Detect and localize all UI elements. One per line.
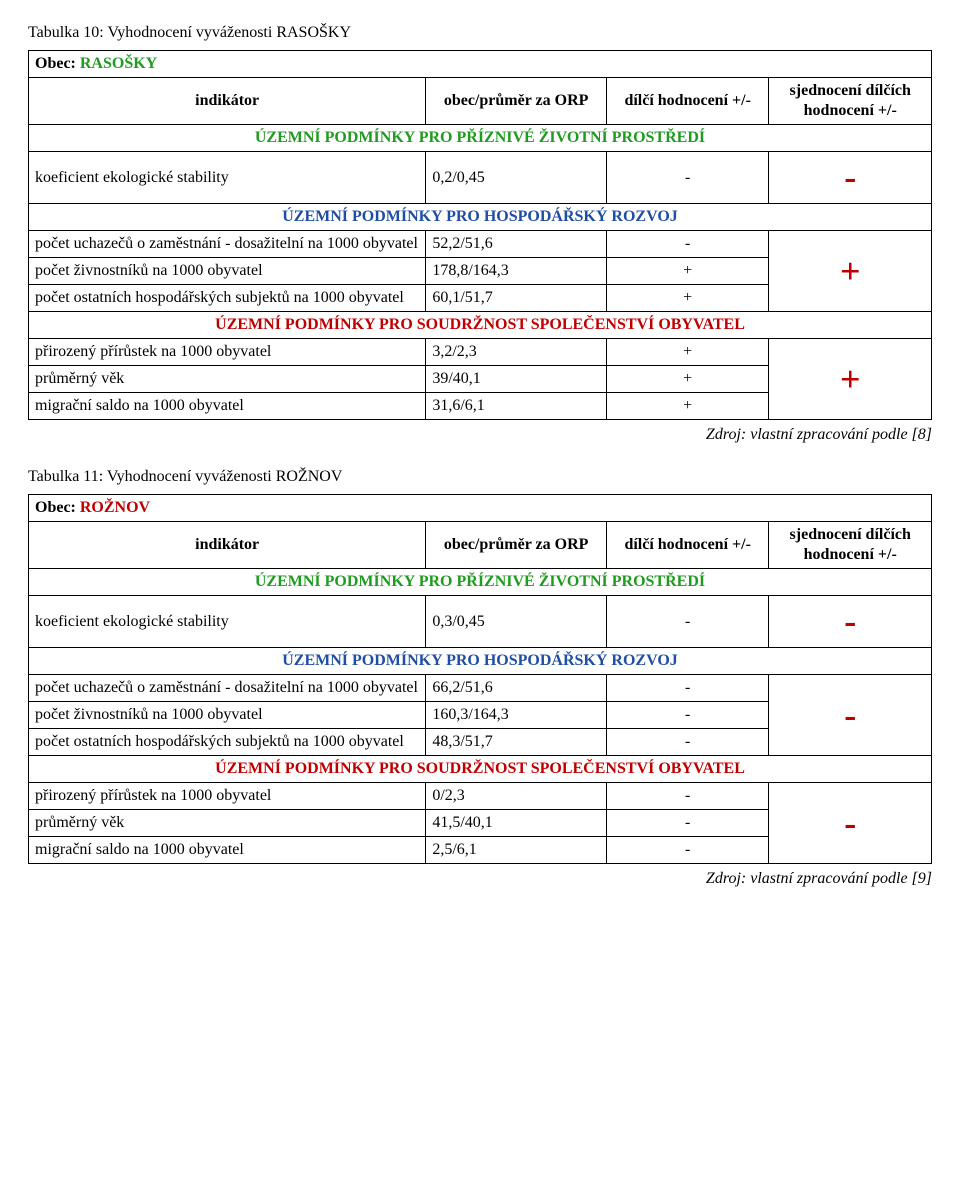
indicator-value: 66,2/51,6 <box>426 675 607 702</box>
union-symbol: + <box>769 339 932 420</box>
partial-mark: - <box>606 152 769 204</box>
table-caption: Tabulka 11: Vyhodnocení vyváženosti ROŽN… <box>28 468 932 486</box>
partial-mark: - <box>606 596 769 648</box>
indicator-label: přirozený přírůstek na 1000 obyvatel <box>29 783 426 810</box>
partial-mark: - <box>606 810 769 837</box>
evaluation-table: Obec: ROŽNOVindikátorobec/průměr za ORPd… <box>28 494 932 864</box>
union-symbol: - <box>769 596 932 648</box>
section-title: ÚZEMNÍ PODMÍNKY PRO SOUDRŽNOST SPOLEČENS… <box>29 756 932 783</box>
indicator-label: počet uchazečů o zaměstnání - dosažiteln… <box>29 675 426 702</box>
table-row: koeficient ekologické stability0,2/0,45-… <box>29 152 932 204</box>
partial-mark: - <box>606 837 769 864</box>
section-title: ÚZEMNÍ PODMÍNKY PRO SOUDRŽNOST SPOLEČENS… <box>29 312 932 339</box>
union-symbol: - <box>769 783 932 864</box>
table-row: přirozený přírůstek na 1000 obyvatel0/2,… <box>29 783 932 810</box>
partial-mark: - <box>606 702 769 729</box>
table-caption: Tabulka 10: Vyhodnocení vyváženosti RASO… <box>28 24 932 42</box>
section-title: ÚZEMNÍ PODMÍNKY PRO PŘÍZNIVÉ ŽIVOTNÍ PRO… <box>29 569 932 596</box>
indicator-value: 178,8/164,3 <box>426 258 607 285</box>
indicator-value: 41,5/40,1 <box>426 810 607 837</box>
partial-mark: - <box>606 783 769 810</box>
partial-mark: + <box>606 258 769 285</box>
partial-mark: + <box>606 393 769 420</box>
partial-mark: + <box>606 339 769 366</box>
partial-mark: + <box>606 366 769 393</box>
indicator-label: migrační saldo na 1000 obyvatel <box>29 837 426 864</box>
table-source: Zdroj: vlastní zpracování podle [9] <box>28 870 932 888</box>
indicator-label: počet uchazečů o zaměstnání - dosažiteln… <box>29 231 426 258</box>
indicator-value: 31,6/6,1 <box>426 393 607 420</box>
union-symbol: - <box>769 152 932 204</box>
table-row: počet uchazečů o zaměstnání - dosažiteln… <box>29 231 932 258</box>
indicator-label: přirozený přírůstek na 1000 obyvatel <box>29 339 426 366</box>
partial-mark: - <box>606 231 769 258</box>
indicator-label: počet živnostníků na 1000 obyvatel <box>29 702 426 729</box>
indicator-value: 3,2/2,3 <box>426 339 607 366</box>
table-row: koeficient ekologické stability0,3/0,45-… <box>29 596 932 648</box>
indicator-value: 0,3/0,45 <box>426 596 607 648</box>
partial-mark: - <box>606 729 769 756</box>
union-symbol: + <box>769 231 932 312</box>
col-header-indicator: indikátor <box>29 78 426 125</box>
table-source: Zdroj: vlastní zpracování podle [8] <box>28 426 932 444</box>
table-row: počet uchazečů o zaměstnání - dosažiteln… <box>29 675 932 702</box>
indicator-value: 160,3/164,3 <box>426 702 607 729</box>
indicator-value: 0,2/0,45 <box>426 152 607 204</box>
col-header-union: sjednocení dílčích hodnocení +/- <box>769 522 932 569</box>
col-header-partial: dílčí hodnocení +/- <box>606 522 769 569</box>
col-header-indicator: indikátor <box>29 522 426 569</box>
evaluation-table: Obec: RASOŠKYindikátorobec/průměr za ORP… <box>28 50 932 420</box>
indicator-label: koeficient ekologické stability <box>29 152 426 204</box>
indicator-value: 2,5/6,1 <box>426 837 607 864</box>
section-title: ÚZEMNÍ PODMÍNKY PRO HOSPODÁŘSKÝ ROZVOJ <box>29 648 932 675</box>
indicator-label: koeficient ekologické stability <box>29 596 426 648</box>
table-row: přirozený přírůstek na 1000 obyvatel3,2/… <box>29 339 932 366</box>
section-title: ÚZEMNÍ PODMÍNKY PRO HOSPODÁŘSKÝ ROZVOJ <box>29 204 932 231</box>
indicator-value: 48,3/51,7 <box>426 729 607 756</box>
indicator-label: počet ostatních hospodářských subjektů n… <box>29 729 426 756</box>
indicator-label: průměrný věk <box>29 810 426 837</box>
indicator-value: 0/2,3 <box>426 783 607 810</box>
col-header-partial: dílčí hodnocení +/- <box>606 78 769 125</box>
indicator-value: 39/40,1 <box>426 366 607 393</box>
indicator-value: 60,1/51,7 <box>426 285 607 312</box>
section-title: ÚZEMNÍ PODMÍNKY PRO PŘÍZNIVÉ ŽIVOTNÍ PRO… <box>29 125 932 152</box>
indicator-value: 52,2/51,6 <box>426 231 607 258</box>
obec-row: Obec: RASOŠKY <box>29 51 932 78</box>
col-header-avg: obec/průměr za ORP <box>426 78 607 125</box>
indicator-label: počet ostatních hospodářských subjektů n… <box>29 285 426 312</box>
indicator-label: počet živnostníků na 1000 obyvatel <box>29 258 426 285</box>
col-header-union: sjednocení dílčích hodnocení +/- <box>769 78 932 125</box>
indicator-label: migrační saldo na 1000 obyvatel <box>29 393 426 420</box>
partial-mark: + <box>606 285 769 312</box>
col-header-avg: obec/průměr za ORP <box>426 522 607 569</box>
indicator-label: průměrný věk <box>29 366 426 393</box>
partial-mark: - <box>606 675 769 702</box>
obec-row: Obec: ROŽNOV <box>29 495 932 522</box>
union-symbol: - <box>769 675 932 756</box>
